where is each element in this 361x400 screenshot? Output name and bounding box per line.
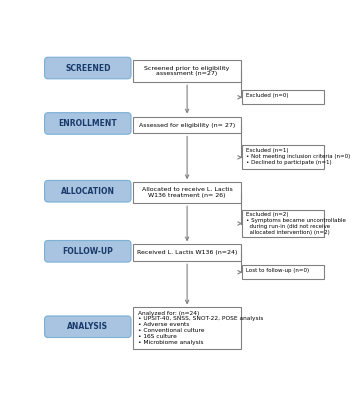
FancyBboxPatch shape (44, 240, 131, 262)
FancyBboxPatch shape (133, 60, 241, 82)
Text: Excluded (n=1)
• Not meeting inclusion criteria (n=0)
• Declined to participate : Excluded (n=1) • Not meeting inclusion c… (246, 148, 350, 165)
Text: Analyzed for: (n=24)
• UPSIT-40, SNSS, SNOT-22, POSE analysis
• Adverse events
•: Analyzed for: (n=24) • UPSIT-40, SNSS, S… (138, 310, 264, 344)
FancyBboxPatch shape (133, 244, 241, 261)
FancyBboxPatch shape (44, 316, 131, 338)
Text: Assessed for eligibility (n= 27): Assessed for eligibility (n= 27) (139, 122, 235, 128)
Text: Lost to follow-up (n=0): Lost to follow-up (n=0) (246, 268, 309, 273)
Text: Excluded (n=2)
• Symptoms became uncontrollable
  during run-in (did not receive: Excluded (n=2) • Symptoms became uncontr… (246, 212, 345, 235)
FancyBboxPatch shape (242, 265, 323, 279)
FancyBboxPatch shape (44, 57, 131, 79)
Text: Received L. Lactis W136 (n=24): Received L. Lactis W136 (n=24) (137, 250, 237, 255)
FancyBboxPatch shape (242, 145, 323, 169)
FancyBboxPatch shape (242, 90, 323, 104)
Text: Allocated to receive L. Lactis
W136 treatment (n= 26): Allocated to receive L. Lactis W136 trea… (142, 187, 232, 198)
FancyBboxPatch shape (44, 180, 131, 202)
FancyBboxPatch shape (242, 210, 323, 238)
Text: FOLLOW-UP: FOLLOW-UP (62, 247, 113, 256)
FancyBboxPatch shape (44, 113, 131, 134)
Text: Screened prior to eligibility
assessment (n=27): Screened prior to eligibility assessment… (144, 66, 230, 76)
Text: SCREENED: SCREENED (65, 64, 110, 72)
FancyBboxPatch shape (133, 308, 241, 349)
Text: Excluded (n=0): Excluded (n=0) (246, 93, 288, 98)
FancyBboxPatch shape (133, 182, 241, 203)
Text: ALLOCATION: ALLOCATION (61, 187, 115, 196)
Text: ANALYSIS: ANALYSIS (67, 322, 108, 331)
Text: ENROLLMENT: ENROLLMENT (58, 119, 117, 128)
FancyBboxPatch shape (133, 116, 241, 134)
